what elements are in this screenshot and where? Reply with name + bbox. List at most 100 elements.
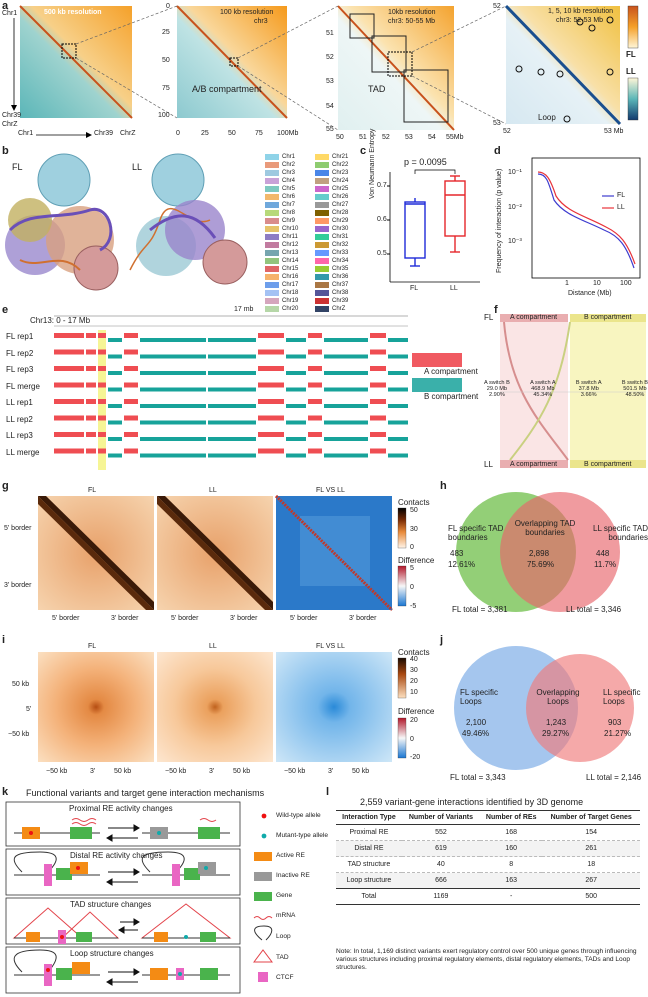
chr-color-swatch [265, 298, 279, 304]
c-ytick: 0.5 [377, 250, 387, 257]
g-xlabel: 5' border [290, 615, 318, 622]
b-compartment-segment [324, 437, 368, 441]
b-compartment-segment [140, 437, 206, 441]
chr-color-swatch [265, 202, 279, 208]
chr-color-swatch [315, 210, 329, 216]
b-compartment-segment [140, 354, 206, 359]
a-compartment-segment [98, 415, 106, 421]
f-flow-pct: 48.50% [625, 392, 645, 398]
a-compartment-segment [86, 448, 96, 454]
b-compartment-segment [388, 338, 408, 342]
j-right-pct: 21.27% [604, 729, 632, 738]
b-compartment-segment [388, 354, 408, 359]
panel-label-j: j [440, 634, 444, 646]
chr-color-swatch [315, 170, 329, 176]
j-right-n: 903 [608, 718, 622, 727]
l-table-cell: Total [336, 888, 402, 905]
chr-color-swatch [315, 194, 329, 200]
panel-label-g: g [2, 480, 9, 492]
f-top-left: FL [484, 313, 494, 322]
a-m3-xtick: 51 [359, 134, 367, 141]
a-m3-xtick: 54 [428, 134, 436, 141]
k-legend-item: mRNA [276, 912, 296, 919]
k-row3 [12, 903, 232, 944]
g-diff-title: Difference [398, 556, 435, 565]
g-title-fl: FL [88, 487, 97, 494]
chr-legend-item: Chr20 [265, 305, 313, 313]
i-ytick: 50 kb [12, 681, 30, 688]
chr-legend-label: Chr11 [282, 234, 298, 240]
chr-color-swatch [265, 274, 279, 280]
a-m3-title: 10kb resolution [388, 9, 436, 16]
chr-legend-label: Chr3 [282, 170, 296, 176]
b-compartment-segment [388, 437, 408, 441]
b-compartment-segment [286, 354, 306, 359]
chr-legend-item: Chr19 [265, 297, 313, 305]
j-left-title: FL specific Loops [460, 688, 498, 706]
a-m2-xtick: 50 [228, 130, 236, 137]
g-contacts-tick: 0 [410, 544, 414, 551]
chr-color-swatch [315, 282, 329, 288]
b-compartment-segment [108, 354, 122, 359]
f-sankey [500, 314, 646, 468]
i-diff-tick: -20 [410, 754, 421, 761]
b-compartment-segment [324, 354, 368, 359]
a-compartment-segment [54, 399, 84, 404]
l-table-cell: 8 [479, 856, 543, 873]
chr-color-swatch [265, 306, 279, 312]
chr-legend-item: Chr14 [265, 257, 313, 265]
chr-legend-label: Chr36 [332, 274, 349, 280]
e-scale: 17 mb [234, 306, 254, 313]
d-xtick: 100 [620, 280, 632, 287]
g-diff-tick: 0 [410, 584, 414, 591]
a-compartment-segment [98, 333, 106, 338]
b-compartment-segment [324, 371, 368, 375]
h-mid-n: 2,898 [529, 549, 550, 558]
a-compartment-segment [308, 448, 322, 454]
chr-legend-label: Chr37 [332, 282, 349, 288]
d-decay-plot [531, 157, 641, 279]
chr-legend-item: Chr35 [315, 265, 363, 273]
i-ytick: 5' [26, 706, 32, 713]
b-ll-label: LL [132, 162, 143, 172]
chr-legend-item: Chr18 [265, 289, 313, 297]
panel-a-heatmaps [11, 4, 639, 138]
k-legend-item: CTCF [276, 974, 294, 981]
j-venn [454, 646, 634, 770]
l-table-header: Number of REs [479, 810, 543, 825]
j-mid-pct: 29.27% [542, 729, 570, 738]
a-m3-ytick: 55 [326, 126, 334, 133]
l-table-cell: 160 [479, 840, 543, 857]
chr-color-swatch [265, 290, 279, 296]
chr-legend-label: Chr38 [332, 290, 349, 296]
k-row1 [14, 818, 230, 839]
chr-legend-label: Chr33 [332, 250, 349, 256]
b-compartment-segment [108, 453, 122, 458]
f-flow-mb: 29.0 Mb [486, 386, 508, 392]
chr-color-swatch [315, 186, 329, 192]
l-table-cell: TAD structure [336, 856, 402, 873]
a-compartment-segment [124, 366, 138, 371]
b-compartment-segment [140, 387, 206, 392]
g-contacts-title: Contacts [398, 498, 430, 507]
i-xtick: 3' [209, 768, 215, 775]
i-loop-aggregate [38, 652, 407, 762]
a-compartment-segment [86, 399, 96, 404]
b-compartment-segment [388, 453, 408, 458]
chr-legend-label: Chr21 [332, 154, 349, 160]
a-m1-ylabel-z: ChrZ [2, 121, 18, 128]
i-xtick: 50 kb [352, 768, 370, 775]
chr-legend-item: Chr4 [265, 177, 313, 185]
f-top-a: A compartment [510, 314, 558, 321]
a-compartment-segment [54, 448, 84, 454]
a-m4-ytop: 52 [493, 3, 501, 10]
k-legend-item: Active RE [276, 852, 305, 859]
f-flow-name: B switch B [621, 380, 648, 386]
b-compartment-segment [324, 387, 368, 392]
a-compartment-segment [54, 333, 84, 338]
b-compartment-segment [140, 404, 206, 408]
f-flow-label: A switch B 29.0 Mb 2.90% [484, 380, 510, 398]
d-legend-ll: LL [617, 204, 625, 211]
chr-legend-item: Chr3 [265, 169, 313, 177]
k-legend-item: Mutant-type allele [276, 832, 329, 839]
